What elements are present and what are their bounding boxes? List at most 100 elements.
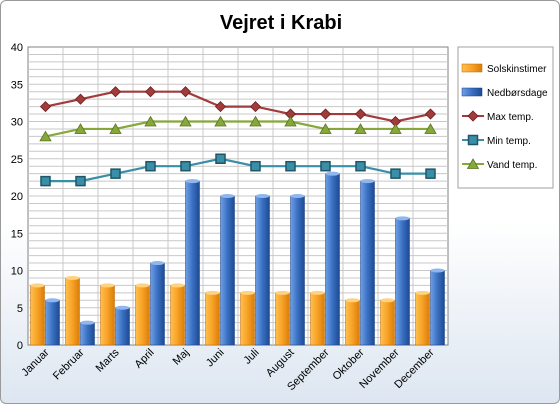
bar-solskinstimer (65, 277, 80, 346)
point-min-temp- (75, 175, 86, 187)
bar-solskinstimer (100, 285, 115, 346)
point-max-temp- (39, 101, 52, 113)
x-tick-label: Marts (94, 346, 122, 374)
point-min-temp- (250, 160, 261, 172)
x-tick-label: April (133, 347, 157, 371)
bar-solskinstimer (135, 285, 150, 346)
bar-cap (220, 194, 235, 198)
x-tick-label: Juli (241, 347, 261, 367)
bar-nedbørsdage (150, 262, 165, 346)
bar-cap (205, 290, 220, 295)
point-min-temp- (40, 175, 51, 187)
point-vand-temp- (179, 115, 192, 127)
legend: Solskinstimer Nedbørsdage Max temp. Min tem… (457, 46, 554, 189)
bar-cap (290, 194, 305, 198)
y-tick-label: 35 (11, 79, 23, 91)
point-min-temp- (110, 168, 121, 179)
y-tick-label: 30 (11, 117, 23, 129)
point-vand-temp- (389, 123, 402, 134)
point-vand-temp- (214, 115, 227, 127)
point-min-temp- (145, 160, 156, 172)
bar-solskinstimer (345, 300, 360, 346)
bar-cap (185, 179, 200, 184)
bar-cap (345, 298, 360, 303)
y-tick-label: 25 (11, 154, 23, 166)
legend-marker-min-temp- (467, 134, 479, 146)
legend-label-nedbørsdage: Nedbørsdage (487, 88, 548, 99)
bar-cap (255, 194, 270, 198)
bar-nedbørsdage (185, 180, 200, 346)
bar-cap (395, 216, 410, 221)
bar-cap (150, 261, 165, 266)
line-vand-temp- (45, 120, 431, 138)
x-tick-label: August (264, 347, 297, 380)
bar-solskinstimer (30, 285, 45, 346)
point-vand-temp- (74, 123, 87, 134)
point-min-temp- (425, 168, 436, 179)
point-max-temp- (109, 86, 122, 98)
bar-cap (415, 290, 430, 295)
bar-cap (30, 283, 45, 288)
point-max-temp- (249, 101, 262, 113)
point-max-temp- (424, 108, 437, 120)
x-tick-label: Juni (204, 347, 227, 370)
bar-cap (45, 298, 60, 303)
plot-area: 0 5 10 15 20 25 30 35 40 Januar Februar Marts April M… (11, 42, 449, 393)
point-vand-temp- (144, 115, 157, 127)
bar-cap (275, 290, 290, 295)
bar-nedbørsdage (45, 300, 60, 346)
bar-solskinstimer (415, 292, 430, 346)
bar-cap (80, 320, 95, 325)
bar-nedbørsdage (290, 195, 305, 346)
bar-cap (65, 275, 80, 280)
point-min-temp- (215, 153, 226, 164)
point-vand-temp- (354, 123, 367, 134)
x-tick-label: Januar (19, 346, 52, 379)
point-vand-temp- (109, 123, 122, 134)
bar-cap (430, 268, 445, 273)
line-max-temp- (45, 90, 431, 123)
bar-cap (360, 179, 375, 184)
point-min-temp- (285, 160, 296, 172)
point-max-temp- (319, 108, 332, 120)
legend-swatch-solskinstimer (461, 63, 483, 73)
legend-marker-vand-temp- (466, 158, 480, 169)
point-vand-temp- (424, 123, 437, 134)
bar-cap (380, 298, 395, 303)
x-tick-label: Maj (171, 347, 192, 368)
bar-nedbørsdage (220, 195, 235, 346)
legend-label-min-temp-: Min temp. (487, 136, 531, 147)
legend-label-vand-temp-: Vand temp. (487, 160, 537, 171)
legend-marker-max-temp- (467, 110, 479, 122)
y-tick-label: 15 (11, 228, 23, 240)
bar-solskinstimer (170, 285, 185, 346)
bar-cap (135, 283, 150, 288)
bar-nedbørsdage (395, 218, 410, 346)
bar-nedbørsdage (255, 195, 270, 346)
y-tick-label: 0 (17, 340, 23, 352)
bar-cap (115, 305, 130, 310)
point-min-temp- (180, 160, 191, 172)
legend-swatch-nedbørsdage (461, 87, 483, 97)
point-max-temp- (354, 108, 367, 120)
point-vand-temp- (319, 123, 332, 134)
bar-cap (240, 290, 255, 295)
point-vand-temp- (284, 115, 297, 127)
line-min-temp- (45, 157, 431, 183)
bar-cap (310, 290, 325, 295)
y-tick-label: 10 (11, 266, 23, 278)
bar-nedbørsdage (80, 322, 95, 346)
point-min-temp- (390, 168, 401, 179)
point-min-temp- (355, 160, 366, 172)
point-max-temp- (214, 101, 227, 113)
point-max-temp- (144, 86, 157, 98)
bar-solskinstimer (205, 292, 220, 346)
bar-cap (100, 283, 115, 288)
bar-nedbørsdage (115, 307, 130, 346)
bar-solskinstimer (275, 292, 290, 346)
chart-title: Vejret i Krabi (220, 12, 342, 34)
y-tick-label: 20 (11, 191, 23, 203)
point-vand-temp- (39, 130, 52, 142)
